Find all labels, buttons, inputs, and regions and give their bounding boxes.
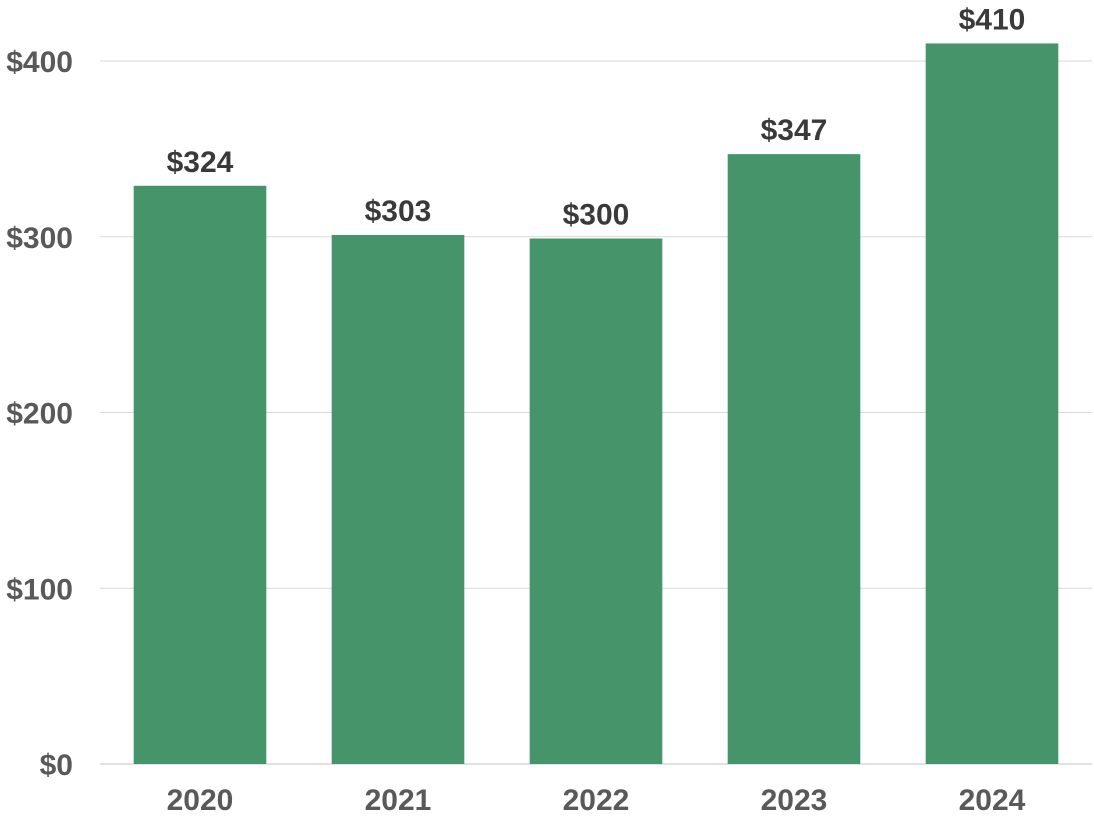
y-tick-label: $300 xyxy=(6,222,73,255)
y-tick-label: $200 xyxy=(6,398,73,431)
bar-2021 xyxy=(331,234,465,764)
x-category-label-2023: 2023 xyxy=(761,784,828,816)
y-tick-label: $100 xyxy=(6,573,73,606)
bar-2023 xyxy=(727,154,861,764)
y-tick-label: $400 xyxy=(6,46,73,79)
y-axis-tick-labels: $0 $100 $200 $300 $400 xyxy=(6,46,73,782)
x-category-label-2022: 2022 xyxy=(563,784,630,816)
data-labels: $324 $303 $300 $347 $410 xyxy=(167,3,1026,231)
bar-2024 xyxy=(925,43,1059,765)
y-tick-label: $0 xyxy=(40,749,73,782)
x-category-label-2020: 2020 xyxy=(167,784,234,816)
x-axis-category-labels: 2020 2021 2022 2023 2024 xyxy=(167,784,1026,817)
data-label-2022: $300 xyxy=(563,199,630,232)
bar-2022 xyxy=(529,238,663,764)
x-category-label-2021: 2021 xyxy=(365,784,432,816)
data-label-2024: $410 xyxy=(959,3,1026,36)
data-label-2023: $347 xyxy=(761,114,828,147)
bars xyxy=(133,43,1059,765)
x-category-label-2024: 2024 xyxy=(959,784,1026,816)
bar-2020 xyxy=(133,185,267,765)
data-label-2020: $324 xyxy=(167,146,234,179)
data-label-2021: $303 xyxy=(365,195,432,228)
